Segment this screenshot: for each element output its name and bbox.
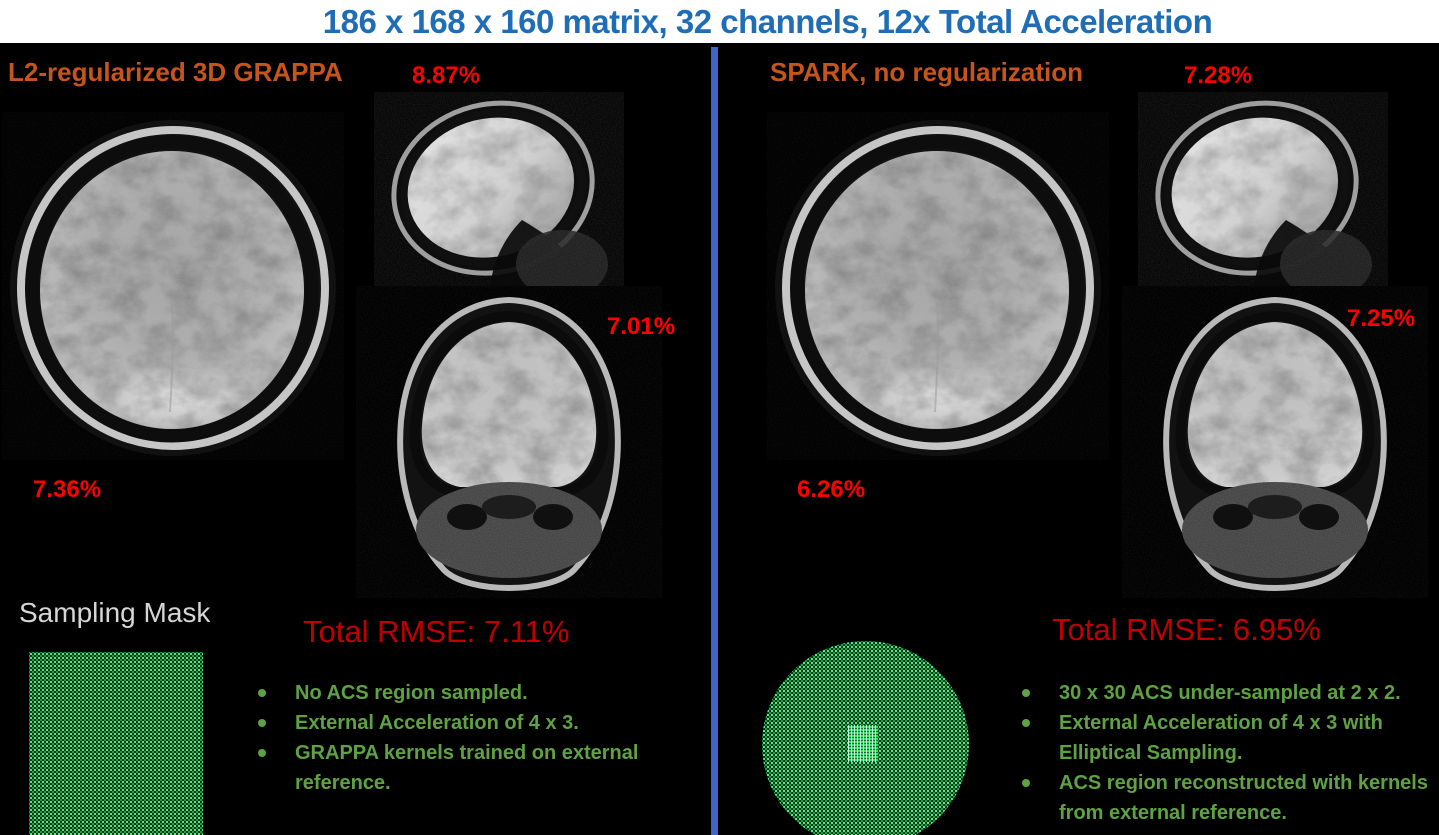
list-item: External Acceleration of 4 x 3. bbox=[256, 708, 690, 738]
right-sampling-mask bbox=[762, 641, 969, 835]
right-sagittal-rmse: 7.28% bbox=[1184, 62, 1253, 89]
left-sampling-mask bbox=[29, 652, 203, 835]
list-item: 30 x 30 ACS under-sampled at 2 x 2. bbox=[1020, 678, 1439, 708]
title-bar: 186 x 168 x 160 matrix, 32 channels, 12x… bbox=[0, 0, 1439, 43]
left-total-rmse: Total RMSE: 7.11% bbox=[303, 614, 570, 649]
slide-title: 186 x 168 x 160 matrix, 32 channels, 12x… bbox=[322, 3, 1213, 40]
left-axial-mri-image bbox=[2, 112, 344, 460]
bullet-text: External Acceleration of 4 x 3. bbox=[295, 712, 579, 734]
sampling-mask-label: Sampling Mask bbox=[19, 597, 211, 628]
right-sagittal-mri-image bbox=[1138, 92, 1388, 290]
bullet-icon bbox=[1022, 719, 1030, 727]
left-bullet-list: No ACS region sampled. External Accelera… bbox=[256, 678, 690, 798]
list-item: No ACS region sampled. bbox=[256, 678, 690, 708]
list-item: External Acceleration of 4 x 3 with Elli… bbox=[1020, 708, 1439, 768]
list-item: ACS region reconstructed with kernels fr… bbox=[1020, 768, 1439, 828]
bullet-icon bbox=[258, 719, 266, 727]
bullet-text: 30 x 30 ACS under-sampled at 2 x 2. bbox=[1059, 682, 1401, 704]
left-sagittal-mri-image bbox=[374, 92, 624, 290]
acs-region bbox=[848, 725, 878, 762]
right-coronal-rmse: 7.25% bbox=[1347, 305, 1416, 332]
left-sagittal-rmse: 8.87% bbox=[412, 62, 481, 89]
bullet-icon bbox=[258, 689, 266, 697]
bullet-text: External Acceleration of 4 x 3 with Elli… bbox=[1059, 712, 1383, 764]
right-method-label: SPARK, no regularization bbox=[770, 57, 1083, 87]
bullet-text: GRAPPA kernels trained on external refer… bbox=[295, 742, 639, 794]
left-coronal-rmse: 7.01% bbox=[607, 313, 676, 340]
bullet-text: No ACS region sampled. bbox=[295, 682, 528, 704]
right-axial-rmse: 6.26% bbox=[797, 476, 866, 503]
bullet-icon bbox=[258, 749, 266, 757]
bullet-icon bbox=[1022, 689, 1030, 697]
right-bullet-list: 30 x 30 ACS under-sampled at 2 x 2. Exte… bbox=[1020, 678, 1439, 828]
bullet-icon bbox=[1022, 779, 1030, 787]
left-axial-rmse: 7.36% bbox=[33, 476, 102, 503]
right-total-rmse: Total RMSE: 6.95% bbox=[1052, 612, 1321, 647]
right-axial-mri-image bbox=[767, 112, 1109, 460]
bullet-text: ACS region reconstructed with kernels fr… bbox=[1059, 772, 1428, 824]
left-method-label: L2-regularized 3D GRAPPA bbox=[8, 57, 343, 87]
panel-divider bbox=[711, 47, 718, 835]
list-item: GRAPPA kernels trained on external refer… bbox=[256, 738, 690, 798]
